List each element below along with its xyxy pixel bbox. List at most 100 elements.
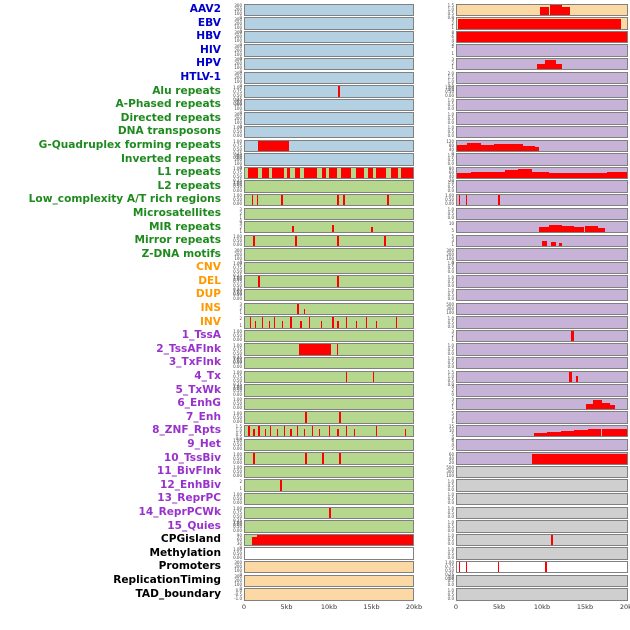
y-tick-label: 0.0 (447, 595, 454, 601)
panel-gap (414, 139, 438, 153)
panel-gap (414, 248, 438, 262)
signal-bar (367, 167, 373, 179)
y-axis-ticks-left: 300 200 100 0 (226, 112, 244, 128)
y-tick-label: 1.00 (233, 138, 242, 144)
y-tick-label: 0.50 (233, 523, 242, 529)
x-tick-label: 15kb (363, 603, 380, 612)
signal-bar (531, 171, 549, 179)
y-tick-label: 0.75 (445, 564, 454, 570)
y-axis-ticks-left: 1.00 0.50 0.00 (226, 397, 244, 411)
y-tick-label: 0 (239, 15, 242, 20)
y-tick-label: 1 (239, 310, 242, 316)
y-axis-ticks-right: 1.0 0.5 0.0 (438, 547, 456, 561)
y-tick-label: 200 (234, 34, 242, 40)
y-tick-label: 0.00 (233, 133, 242, 139)
y-tick-label: 0.00 (445, 576, 454, 582)
y-tick-label: 100 (446, 473, 454, 479)
y-tick-label: 0.00 (233, 364, 242, 370)
y-tick-label: 1.00 (233, 274, 242, 280)
y-tick-label: 1.00 (233, 356, 242, 362)
track-row: INV 2 1 1.0 0.5 0.0 (0, 316, 630, 330)
panel-gap (414, 261, 438, 275)
y-tick-label: 0.75 (233, 374, 242, 380)
y-tick-label: 0.5 (447, 278, 454, 284)
y-axis-ticks-left: 1.00 0.50 0.00 (226, 193, 244, 207)
track-row: 6_EnhG 1.00 0.50 0.00 3 2 1 (0, 397, 630, 411)
y-axis-ticks-left: 300 200 100 0 (226, 153, 244, 169)
track-row: Promoters 300 200 100 0 1.00 0.75 0.50 0.25 0.00 (0, 560, 630, 581)
track-panel-right (456, 438, 628, 451)
track-label: CPGisland (160, 533, 221, 546)
track-panel-right (456, 560, 628, 574)
panel-gap (414, 85, 438, 99)
y-tick-label: 1 (451, 65, 454, 71)
signal-bar (308, 317, 310, 328)
y-tick-label: 100 (234, 255, 242, 261)
track-panel-left (244, 302, 414, 316)
signal-bar (533, 433, 548, 437)
y-tick-label: 0.00 (445, 92, 454, 98)
y-axis-ticks-left: 300 200 100 0 (226, 30, 244, 47)
track-row: A-Phased repeats 300 200 100 0 1.0 0.5 0.0 (0, 98, 630, 115)
signal-bar (518, 168, 532, 179)
signal-bar (283, 426, 285, 437)
track-panel-right (456, 234, 628, 248)
y-tick-label: 2 (451, 446, 454, 451)
signal-bar (281, 194, 283, 206)
y-tick-label: 0.50 (233, 401, 242, 407)
y-tick-label: 100 (234, 581, 242, 587)
panel-gap (414, 180, 438, 194)
track-label: 6_EnhG (177, 397, 221, 410)
y-axis-ticks-right: 120 80 40 0 (438, 139, 456, 155)
panel-gap (414, 71, 438, 85)
y-tick-label: 0.00 (233, 277, 242, 283)
panel-gap (414, 221, 438, 235)
track-row: 14_ReprPCWk 1.00 0.75 0.50 0.25 0.00 1.0 0.5 0.0 (0, 506, 630, 526)
signal-bar (504, 170, 519, 179)
y-tick-label: 0.00 (233, 391, 242, 397)
y-tick-label: 3 (451, 414, 454, 420)
signal-bar (569, 371, 572, 382)
y-tick-label: 0.50 (233, 292, 242, 298)
panel-gap (414, 547, 438, 561)
track-panel-right (456, 98, 628, 112)
signal-bar (332, 225, 335, 233)
y-tick-label: 2 (451, 20, 454, 26)
y-tick-label: 100 (234, 78, 242, 84)
track-panel-right (456, 397, 628, 411)
track-panel-left (244, 479, 414, 492)
y-tick-label: 200 (446, 251, 454, 257)
y-tick-label: 0.00 (233, 242, 242, 248)
y-tick-label: 60 (448, 170, 454, 176)
y-tick-label: 0.5 (447, 360, 454, 366)
y-tick-label: 1.00 (233, 179, 242, 185)
y-tick-label: 300 (446, 306, 454, 312)
signal-bar (303, 308, 306, 315)
y-tick-label: 0.0 (447, 323, 454, 329)
y-tick-label: 1.5 (447, 370, 454, 376)
signal-bar (598, 227, 605, 233)
track-label: CNV (196, 261, 221, 274)
y-tick-label: 4 (451, 442, 454, 447)
y-axis-ticks-right: 500 300 100 (438, 465, 456, 479)
signal-bar (250, 317, 252, 328)
track-label: DNA transposons (117, 125, 221, 138)
y-tick-label: 1.00 (233, 234, 242, 240)
y-tick-label: 80 (448, 166, 454, 172)
track-panel-right (456, 166, 628, 180)
track-label: HTLV-1 (180, 70, 221, 83)
track-label: 4_Tx (194, 370, 221, 383)
y-axis-ticks-left: 1.00 0.50 0.00 (226, 125, 244, 139)
signal-bar (497, 561, 500, 573)
signal-bar (329, 507, 331, 518)
y-tick-label: 0.5 (447, 346, 454, 352)
y-axis-ticks-left: 1.00 0.50 0.00 (226, 288, 244, 302)
y-tick-label: 0 (239, 585, 242, 591)
track-row: DNA transposons 1.00 0.50 0.00 1.0 0.5 0.0 (0, 125, 630, 139)
track-label: 15_Quies (167, 519, 221, 532)
x-tick-label: 5kb (280, 603, 293, 612)
track-panel-right (456, 370, 628, 384)
y-tick-label: 0.75 (233, 170, 242, 176)
